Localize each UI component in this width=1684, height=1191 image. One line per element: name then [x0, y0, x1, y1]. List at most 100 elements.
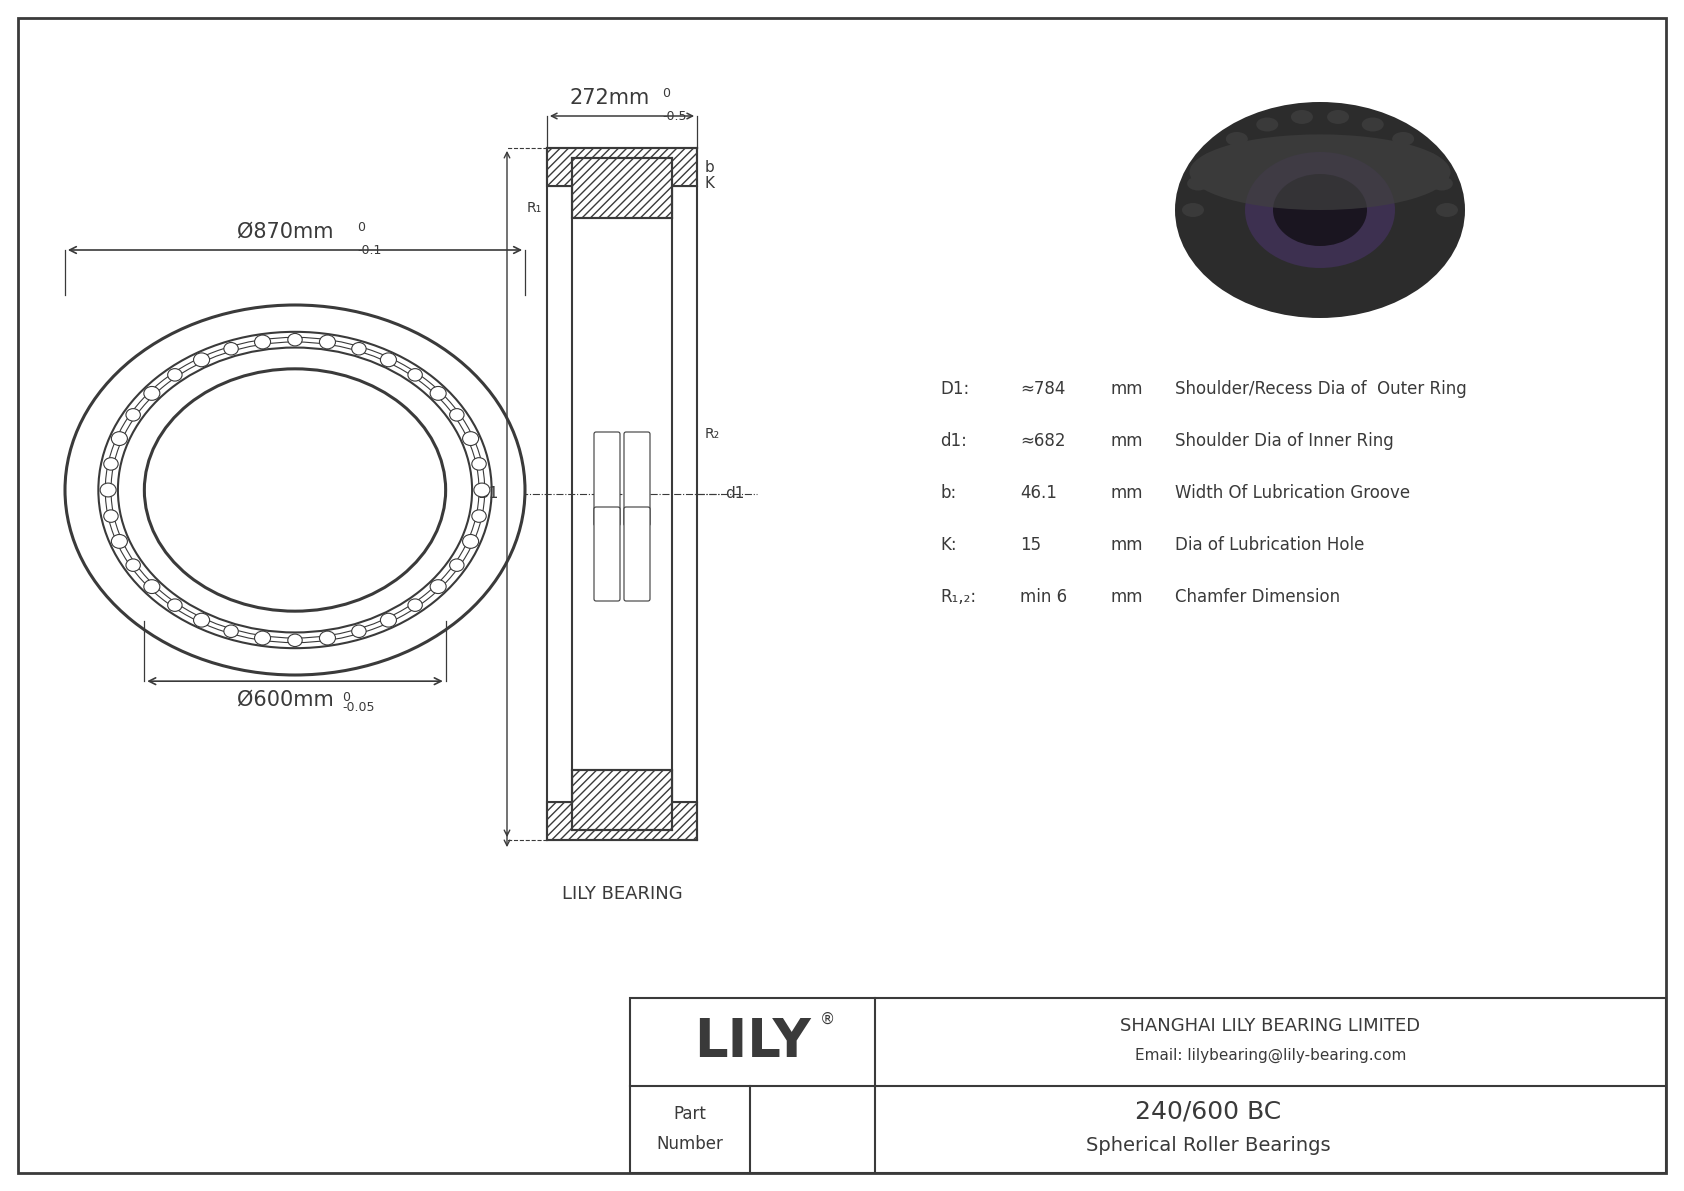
Text: 0: 0: [342, 691, 350, 704]
Ellipse shape: [1292, 110, 1314, 124]
Text: 0: 0: [357, 222, 365, 233]
Text: -0.1: -0.1: [357, 244, 381, 257]
Text: ®: ®: [820, 1012, 835, 1028]
Text: Width Of Lubrication Groove: Width Of Lubrication Groove: [1175, 484, 1410, 501]
Ellipse shape: [288, 634, 301, 647]
Ellipse shape: [473, 484, 490, 497]
Ellipse shape: [99, 484, 116, 497]
Bar: [630, 998, 1665, 1173]
Text: R₂: R₂: [706, 428, 721, 441]
FancyBboxPatch shape: [594, 507, 620, 601]
Ellipse shape: [429, 386, 446, 400]
Ellipse shape: [168, 369, 182, 381]
Ellipse shape: [472, 457, 487, 470]
Text: -0.5: -0.5: [662, 110, 687, 123]
FancyBboxPatch shape: [594, 432, 620, 526]
Ellipse shape: [143, 386, 160, 400]
Text: D1:: D1:: [940, 380, 970, 398]
Ellipse shape: [1175, 102, 1465, 318]
Ellipse shape: [224, 625, 239, 637]
Ellipse shape: [1182, 202, 1204, 217]
Ellipse shape: [381, 353, 396, 367]
Text: Spherical Roller Bearings: Spherical Roller Bearings: [1086, 1136, 1330, 1155]
Ellipse shape: [1244, 152, 1394, 268]
Bar: [573, 771, 672, 830]
Ellipse shape: [118, 348, 472, 632]
Ellipse shape: [1226, 132, 1248, 146]
Text: 15: 15: [1021, 536, 1041, 554]
Ellipse shape: [1189, 135, 1450, 210]
Ellipse shape: [194, 353, 209, 367]
Text: Shoulder/Recess Dia of  Outer Ring: Shoulder/Recess Dia of Outer Ring: [1175, 380, 1467, 398]
Text: 0: 0: [662, 87, 670, 100]
Text: b:: b:: [940, 484, 957, 501]
Ellipse shape: [320, 631, 335, 646]
Text: R₁,₂:: R₁,₂:: [940, 588, 977, 606]
Text: mm: mm: [1110, 484, 1142, 501]
Ellipse shape: [320, 335, 335, 349]
Ellipse shape: [254, 335, 271, 349]
Text: mm: mm: [1110, 588, 1142, 606]
Ellipse shape: [111, 535, 128, 548]
FancyBboxPatch shape: [625, 432, 650, 526]
Text: ≈784: ≈784: [1021, 380, 1066, 398]
Bar: [573, 771, 672, 830]
Ellipse shape: [224, 343, 239, 355]
Ellipse shape: [98, 332, 492, 648]
Ellipse shape: [1327, 110, 1349, 124]
Text: -0.05: -0.05: [342, 701, 374, 715]
Ellipse shape: [429, 580, 446, 593]
Ellipse shape: [1187, 176, 1209, 191]
Text: min 6: min 6: [1021, 588, 1068, 606]
Text: SHANGHAI LILY BEARING LIMITED: SHANGHAI LILY BEARING LIMITED: [1120, 1017, 1421, 1035]
Ellipse shape: [1431, 176, 1453, 191]
Ellipse shape: [1273, 174, 1367, 247]
Text: LILY BEARING: LILY BEARING: [562, 885, 682, 903]
Text: Chamfer Dimension: Chamfer Dimension: [1175, 588, 1340, 606]
Ellipse shape: [450, 409, 465, 422]
Ellipse shape: [66, 305, 525, 675]
Ellipse shape: [104, 510, 118, 523]
Ellipse shape: [143, 580, 160, 593]
Ellipse shape: [408, 599, 423, 611]
Ellipse shape: [450, 559, 465, 572]
Text: K: K: [706, 176, 716, 192]
Text: d1:: d1:: [940, 432, 967, 450]
Ellipse shape: [1362, 118, 1384, 131]
Bar: [547, 148, 697, 186]
Ellipse shape: [1256, 118, 1278, 131]
Ellipse shape: [168, 599, 182, 611]
Ellipse shape: [1416, 152, 1438, 167]
Bar: [547, 802, 697, 840]
Text: D1: D1: [478, 486, 498, 501]
Ellipse shape: [1202, 152, 1224, 167]
Ellipse shape: [1436, 202, 1458, 217]
Ellipse shape: [463, 535, 478, 548]
Ellipse shape: [145, 369, 446, 611]
Text: 272mm: 272mm: [569, 88, 650, 108]
FancyBboxPatch shape: [625, 507, 650, 601]
Ellipse shape: [408, 369, 423, 381]
Ellipse shape: [104, 457, 118, 470]
Text: K:: K:: [940, 536, 957, 554]
Text: Email: lilybearing@lily-bearing.com: Email: lilybearing@lily-bearing.com: [1135, 1048, 1406, 1064]
Bar: [547, 802, 697, 840]
Ellipse shape: [381, 613, 396, 628]
Text: mm: mm: [1110, 380, 1142, 398]
Ellipse shape: [472, 510, 487, 523]
Bar: [573, 158, 672, 218]
Ellipse shape: [1393, 132, 1415, 146]
Text: Part: Part: [674, 1105, 706, 1123]
Text: d1: d1: [726, 486, 744, 501]
Ellipse shape: [352, 343, 365, 355]
Bar: [547, 148, 697, 186]
Text: Dia of Lubrication Hole: Dia of Lubrication Hole: [1175, 536, 1364, 554]
Ellipse shape: [126, 409, 140, 422]
Bar: [573, 158, 672, 218]
Ellipse shape: [126, 559, 140, 572]
Text: b: b: [706, 161, 714, 175]
Text: ≈682: ≈682: [1021, 432, 1066, 450]
Text: Number: Number: [657, 1135, 724, 1153]
Text: LILY: LILY: [694, 1016, 812, 1068]
Text: R₁: R₁: [527, 201, 542, 216]
